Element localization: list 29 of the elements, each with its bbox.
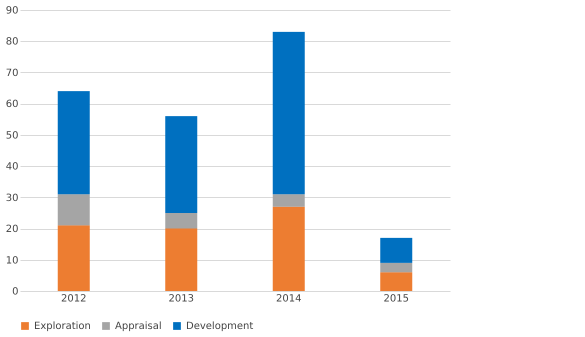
bar [165, 228, 198, 291]
x-tick-label: 2013 [168, 294, 194, 304]
legend-label: Exploration [34, 321, 91, 332]
x-tick-label: 2014 [276, 294, 302, 304]
x-tick-label: 2015 [384, 294, 409, 304]
y-tick-label: 90 [6, 6, 18, 16]
y-tick-label: 70 [6, 68, 18, 79]
bar [58, 91, 90, 194]
y-tick-label: 50 [6, 130, 18, 142]
x-tick-label: 2012 [61, 294, 86, 304]
y-tick-label: 40 [6, 162, 18, 173]
legend-label: Development [186, 321, 254, 332]
bar [272, 206, 305, 291]
bar [165, 212, 198, 229]
bar [58, 194, 90, 226]
bar [380, 262, 412, 272]
y-tick-label: 10 [6, 255, 18, 266]
y-tick-label: 0 [12, 286, 18, 298]
bar [272, 32, 305, 194]
bar [165, 116, 198, 213]
bar [272, 194, 305, 207]
bar [380, 272, 412, 291]
y-tick-label: 80 [6, 36, 18, 48]
y-tick-label: 60 [6, 99, 18, 110]
y-tick-label: 30 [6, 192, 18, 204]
bar [380, 238, 412, 263]
bar [58, 225, 90, 291]
legend-label: Appraisal [115, 321, 162, 332]
y-tick-label: 20 [6, 224, 18, 236]
